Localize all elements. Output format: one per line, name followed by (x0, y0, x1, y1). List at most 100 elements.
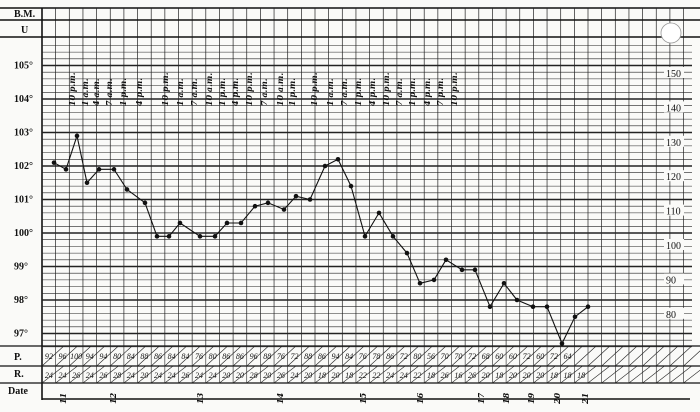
pr-cell-diagonal (451, 365, 474, 384)
temperature-point (348, 183, 354, 189)
pr-cell-diagonal (587, 345, 611, 367)
temperature-point (501, 280, 507, 286)
resp-value: 24 (386, 371, 394, 380)
pulse-value: 76 (195, 352, 203, 361)
temperature-point (212, 234, 218, 239)
temperature-point (322, 163, 328, 169)
time-label: 7 a.m. (259, 78, 269, 106)
pr-cell-diagonal (164, 345, 187, 367)
pr-cell-diagonal (601, 345, 624, 367)
resp-value: 24 (168, 371, 176, 380)
temperature-point (335, 157, 341, 162)
pulse-value: 56 (427, 352, 435, 361)
pulse-value: 84 (168, 352, 176, 361)
temperature-tick-label: 99° (14, 262, 28, 273)
resp-value: 18 (318, 371, 326, 380)
pr-cell-diagonal (355, 345, 378, 367)
resp-value: 26 (72, 371, 80, 380)
pr-cell-diagonal (683, 369, 700, 384)
temperature-tick-label: 98° (14, 295, 28, 306)
pr-cell-diagonal (451, 345, 474, 367)
pulse-tick-label: 140 (666, 103, 681, 114)
pulse-value: 72 (291, 352, 299, 361)
pulse-value: 86 (236, 352, 244, 361)
pr-cell-diagonal (396, 365, 419, 384)
pr-cell-diagonal (519, 345, 542, 367)
pr-cell-diagonal (683, 350, 700, 367)
date-label: 12 (108, 392, 118, 404)
pr-cell-diagonal (205, 345, 228, 367)
pr-cell-diagonal (410, 345, 433, 367)
temperature-tick-label: 100° (14, 228, 33, 239)
pr-cell-diagonal (587, 365, 611, 384)
pulse-tick-bg (664, 135, 684, 147)
resp-value: 28 (250, 371, 258, 380)
time-label: 7 a.m. (189, 78, 199, 106)
pulse-tick-bg (664, 67, 684, 78)
temperature-point (559, 341, 565, 346)
pr-cell-diagonal (110, 365, 133, 384)
bm-label: B.M. (14, 9, 36, 20)
pulse-value: 86 (154, 352, 162, 361)
pr-cell-diagonal (55, 365, 78, 384)
pr-cell-diagonal (505, 365, 529, 384)
time-label: 10 p.m. (244, 72, 254, 106)
pr-cell-diagonal (355, 365, 378, 384)
pr-cell-diagonal (669, 365, 692, 384)
pr-cell-diagonal (546, 345, 570, 367)
pr-cell-diagonal (669, 345, 692, 367)
pr-cell-diagonal (478, 345, 501, 367)
temperature-point (514, 297, 520, 303)
pr-cell-diagonal (601, 365, 624, 384)
pulse-value: 84 (181, 352, 189, 361)
time-label: 7 a.m. (104, 78, 114, 106)
pulse-value: 88 (263, 352, 271, 361)
pulse-value: 94 (86, 352, 94, 361)
temperature-point (417, 280, 423, 286)
pulse-tick-label: 100 (666, 241, 681, 252)
pr-cell-diagonal (301, 345, 324, 367)
temperature-tick-label: 104° (14, 94, 33, 105)
pulse-value: 100 (70, 352, 82, 361)
pr-cell-diagonal (123, 345, 146, 367)
temperature-point (177, 220, 183, 226)
time-label: 1 p.m. (118, 78, 128, 106)
pr-cell-diagonal (369, 365, 392, 384)
temperature-point (197, 234, 203, 239)
pulse-value: 72 (550, 352, 558, 361)
date-label: 17 (476, 392, 486, 404)
resp-value: 24 (86, 371, 94, 380)
pr-cell-diagonal (69, 345, 92, 367)
pulse-value: 84 (345, 352, 353, 361)
pulse-value: 86 (222, 352, 230, 361)
punch-hole (660, 22, 682, 44)
pr-cell-diagonal (533, 365, 556, 384)
temperature-point (51, 160, 57, 165)
time-label: 1 p.m. (287, 78, 297, 106)
temperature-point (238, 220, 244, 226)
resp-value: 20 (263, 371, 271, 380)
time-label: 7 a.m. (394, 78, 404, 106)
time-label: 1 p.m. (407, 78, 417, 106)
pr-cell-diagonal (383, 345, 406, 367)
pr-cell-diagonal (273, 345, 297, 367)
pulse-value: 96 (250, 352, 258, 361)
date-label: 11 (58, 393, 68, 404)
resp-value: 24 (45, 371, 53, 380)
temperature-point (63, 167, 69, 172)
pr-cell-diagonal (137, 365, 160, 384)
temperature-point (443, 257, 449, 263)
temperature-point (166, 234, 172, 239)
pulse-value: 94 (99, 352, 107, 361)
pr-cell-diagonal (69, 365, 92, 384)
temperature-tick-label: 103° (14, 128, 33, 139)
pr-cell-diagonal (437, 345, 460, 367)
pr-cell-diagonal (396, 345, 419, 367)
resp-value: 22 (372, 371, 380, 380)
temperature-tick-label: 101° (14, 195, 33, 206)
date-label: 21 (580, 393, 590, 405)
pulse-value: 86 (318, 352, 326, 361)
pr-cell-diagonal (205, 365, 228, 384)
pulse-value: 76 (359, 352, 367, 361)
pulse-tick-label: 130 (666, 138, 681, 149)
